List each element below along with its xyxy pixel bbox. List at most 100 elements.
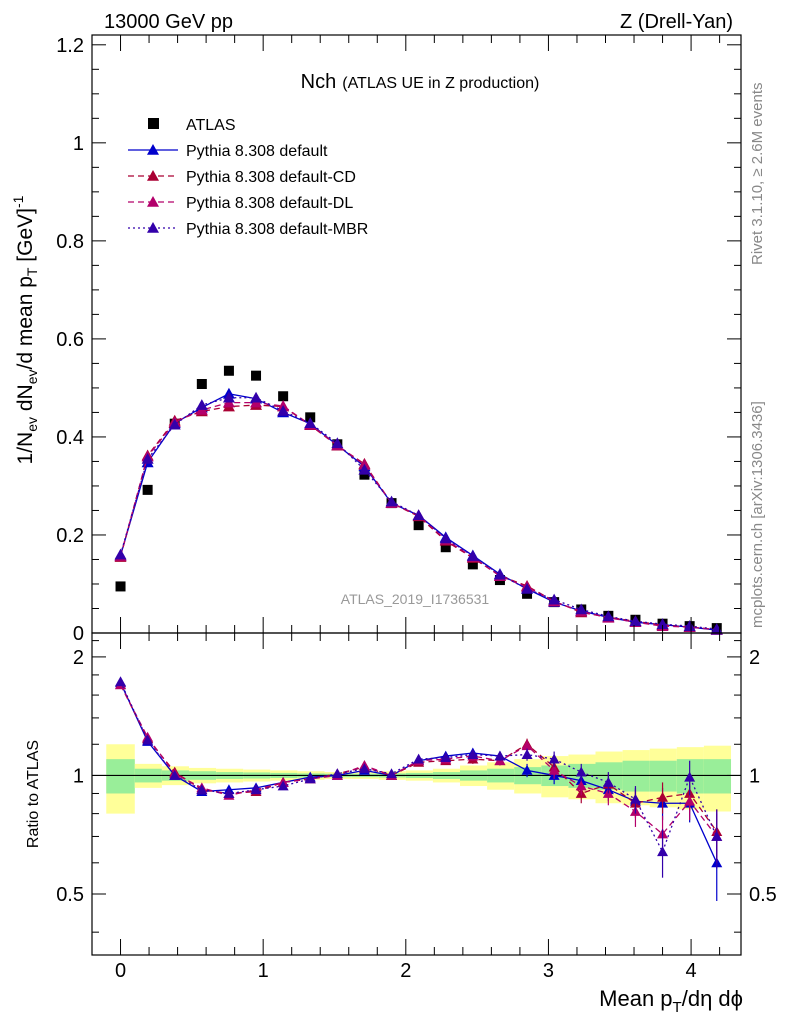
legend-marker-dl [147,196,159,207]
ratio-point-mbr [386,768,398,779]
ratio-point-mbr [602,776,614,787]
x-tick-label: 3 [543,960,554,982]
main-y-tick-label: 1.2 [56,35,84,57]
main-y-tick-label: 0.8 [56,231,84,253]
ratio-y-tick-label-left: 2 [73,647,84,669]
main-point-atlas [115,581,126,592]
ratio-point-mbr [142,734,154,745]
main-y-tick-label: 0.6 [56,329,84,351]
ratio-point-dl [548,764,560,775]
main-point-mbr [656,618,669,629]
main-point-mbr [575,603,588,615]
ratio-y-tick-label-right: 2 [749,647,760,669]
ratio-point-mbr [277,780,289,791]
main-point-atlas [440,542,451,553]
main-line-dl [119,401,717,631]
ratio-point-mbr [169,769,181,780]
ratio-point-mbr [494,750,506,761]
main-plot-series [114,365,723,635]
legend: ATLAS Pythia 8.308 default Pythia 8.308 de… [128,117,368,238]
ratio-point-mbr [413,753,425,764]
legend-marker-atlas [148,118,159,129]
rivet-version-label: Rivet 3.1.10, ≥ 2.6M events [749,83,766,266]
ratio-point-mbr [548,753,560,764]
ratio-point-dl [684,795,696,806]
x-axis-label: Mean pT/dη dϕ [599,986,743,1016]
ratio-band-inner [106,759,135,794]
main-point-atlas [142,484,153,495]
ratio-y-tick-label-right: 1 [749,765,760,787]
main-point-atlas [196,378,207,389]
main-point-mbr [521,582,534,594]
main-point-atlas [251,370,262,381]
main-point-mbr [222,391,235,403]
main-point-mbr [250,391,263,403]
ratio-point-cd [657,791,669,802]
main-point-mbr [114,548,127,560]
main-plot-title-main: Nch [301,71,337,93]
ratio-y-axis-label: Ratio to ATLAS [25,740,42,848]
main-plot-ticks: 0 0.2 0.4 0.6 0.8 1 1.2 [56,35,741,645]
main-point-mbr [493,568,506,580]
ratio-plot-series [115,676,723,901]
ratio-y-tick-label-right: 0.5 [749,884,777,906]
legend-label-dl: Pythia 8.308 default-DL [186,195,353,212]
main-y-tick-label: 0.2 [56,525,84,547]
mcplots-label: mcplots.cern.ch [arXiv:1306.3436] [749,401,766,628]
main-point-atlas [413,520,424,531]
ratio-point-dl [575,780,587,791]
ratio-point-mbr [358,763,370,774]
ratio-uncertainty-bands [92,744,741,814]
main-plot-panel: 0 0.2 0.4 0.6 0.8 1 1.2 Nch (ATLAS UE in Z prod… [10,34,742,645]
main-point-atlas [522,588,533,599]
ratio-point-mbr [684,771,696,782]
main-point-mbr [141,452,154,464]
main-y-tick-label: 0.4 [56,427,84,449]
main-point-mbr [548,593,561,605]
ratio-point-mbr [657,846,669,857]
main-y-axis-label: 1/Nev dNev/d mean pT [GeV]-1 [10,195,40,464]
ratio-band-inner [649,760,677,792]
main-point-atlas [278,391,289,402]
main-point-mbr [412,509,425,521]
ratio-point-mbr [521,749,533,759]
legend-marker-cd [147,170,159,181]
legend-marker-default [147,144,159,155]
main-point-mbr [683,620,696,631]
ratio-y-tick-label-left: 0.5 [56,884,84,906]
ratio-point-default [521,764,533,775]
legend-label-mbr: Pythia 8.308 default-MBR [186,221,368,238]
ratio-plot-ticks: 0.5 0.5 1 1 2 2 0 1 2 3 4 [56,633,777,982]
main-point-mbr [602,610,615,622]
main-y-tick-label: 1 [73,133,84,155]
ratio-band-inner [622,760,650,792]
legend-label-atlas: ATLAS [186,117,236,134]
legend-marker-mbr [147,222,159,233]
x-tick-label: 2 [400,960,411,982]
header-right: Z (Drell-Yan) [620,11,733,33]
main-point-mbr [168,418,181,430]
main-point-atlas [359,469,370,480]
ratio-point-mbr [629,793,641,804]
main-point-mbr [358,463,371,475]
ratio-y-tick-label-left: 1 [73,765,84,787]
ratio-point-mbr [223,787,235,798]
main-point-mbr [629,615,642,627]
main-point-mbr [439,532,452,544]
legend-label-default: Pythia 8.308 default [186,143,328,160]
legend-label-cd: Pythia 8.308 default-CD [186,169,356,186]
ratio-point-dl [521,740,533,751]
ratio-point-mbr [304,773,316,784]
main-point-mbr [277,404,290,416]
main-y-tick-label: 0 [73,623,84,645]
header-left: 13000 GeV pp [104,11,233,33]
ratio-plot-panel: 0.5 0.5 1 1 2 2 0 1 2 3 4 Ratio to ATLAS Mean pT/d… [25,632,777,1016]
main-point-mbr [466,550,479,561]
ratio-band-inner [703,759,732,794]
main-point-atlas [223,365,234,376]
analysis-label: ATLAS_2019_I1736531 [341,591,490,607]
main-point-atlas [467,559,478,570]
main-plot-title: Nch (ATLAS UE in Z production) [301,71,540,93]
ratio-point-mbr [250,784,262,795]
